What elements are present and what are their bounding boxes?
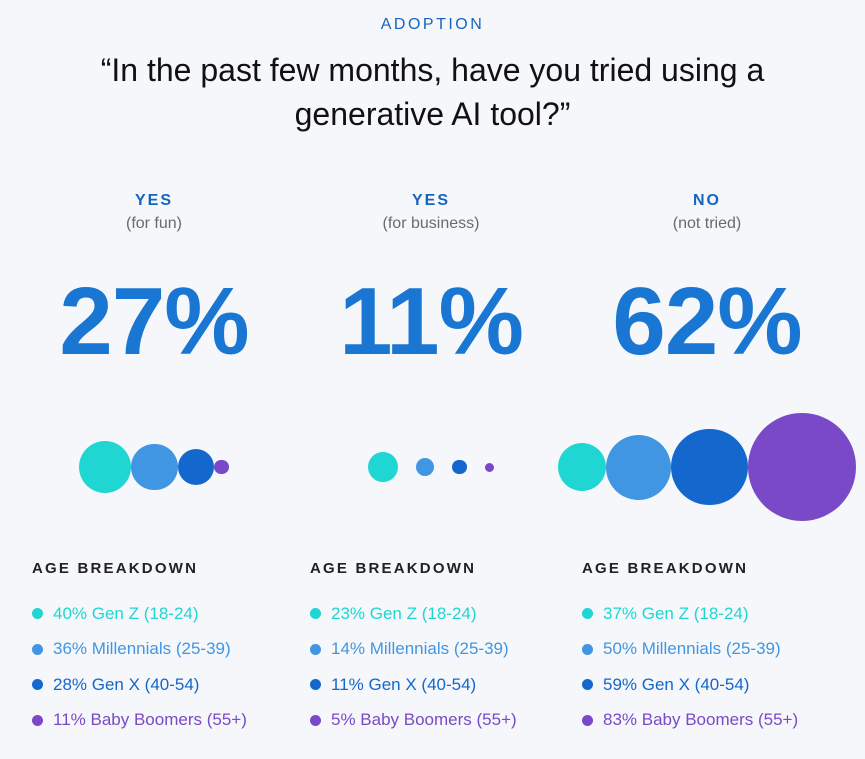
legend-text: 28% Gen X (40-54)	[53, 674, 200, 694]
age-breakdown-list: 37% Gen Z (18-24) 50% Millennials (25-39…	[582, 596, 798, 738]
column-yes-business: YES (for business) 11% AGE BREAKDOWN 23%…	[287, 0, 575, 759]
legend-text: 37% Gen Z (18-24)	[603, 603, 749, 623]
legend-item-millennials: 50% Millennials (25-39)	[582, 632, 798, 668]
bubble-row	[10, 410, 298, 530]
legend-dot-icon	[32, 714, 43, 726]
bubble-row	[287, 410, 575, 530]
legend-item-gen-z: 40% Gen Z (18-24)	[32, 596, 247, 632]
legend-dot-icon	[310, 643, 321, 655]
legend-text: 50% Millennials (25-39)	[603, 639, 781, 659]
age-breakdown-list: 40% Gen Z (18-24) 36% Millennials (25-39…	[32, 596, 247, 738]
legend-text: 5% Baby Boomers (55+)	[331, 710, 517, 730]
legend-dot-icon	[32, 608, 43, 620]
big-percent: 62%	[612, 268, 802, 375]
legend-text: 11% Gen X (40-54)	[331, 674, 477, 694]
column-label: YES	[134, 192, 173, 209]
legend-item-gen-z: 23% Gen Z (18-24)	[310, 596, 517, 632]
legend-dot-icon	[310, 608, 321, 620]
bubble-gen-x	[178, 448, 215, 486]
bubble-gen-z	[368, 452, 399, 482]
legend-dot-icon	[582, 714, 593, 726]
bubble-row	[558, 410, 856, 530]
bubble-gen-z	[79, 441, 132, 493]
legend-dot-icon	[582, 643, 593, 655]
legend-dot-icon	[582, 679, 593, 691]
legend-item-baby-boomers: 5% Baby Boomers (55+)	[310, 703, 517, 739]
age-breakdown-title: AGE BREAKDOWN	[310, 560, 477, 577]
legend-text: 40% Gen Z (18-24)	[53, 603, 199, 623]
bubble-millennials	[416, 457, 435, 477]
legend-item-gen-x: 11% Gen X (40-54)	[310, 667, 517, 703]
legend-item-baby-boomers: 11% Baby Boomers (55+)	[32, 703, 247, 739]
legend-text: 11% Baby Boomers (55+)	[53, 710, 247, 730]
column-yes-fun: YES (for fun) 27% AGE BREAKDOWN 40% Gen …	[10, 0, 298, 759]
legend-dot-icon	[310, 714, 321, 726]
bubble-baby-boomers	[747, 413, 856, 521]
big-percent: 11%	[339, 268, 524, 375]
bubble-gen-z	[558, 442, 607, 492]
column-sublabel: (for business)	[382, 215, 480, 232]
column-sublabel: (not tried)	[672, 215, 742, 232]
legend-item-baby-boomers: 83% Baby Boomers (55+)	[582, 703, 798, 739]
column-sublabel: (for fun)	[125, 215, 182, 232]
bubble-gen-x	[671, 428, 748, 506]
legend-item-millennials: 14% Millennials (25-39)	[310, 632, 517, 668]
bubble-millennials	[606, 434, 672, 500]
legend-text: 59% Gen X (40-54)	[603, 674, 750, 694]
legend-item-millennials: 36% Millennials (25-39)	[32, 632, 247, 668]
legend-dot-icon	[32, 679, 43, 691]
bubble-baby-boomers	[484, 462, 494, 472]
legend-text: 14% Millennials (25-39)	[331, 639, 509, 659]
column-label: YES	[411, 192, 450, 209]
age-breakdown-title: AGE BREAKDOWN	[32, 560, 199, 577]
legend-dot-icon	[310, 679, 321, 691]
bubble-baby-boomers	[214, 459, 229, 475]
column-no-not-tried: NO (not tried) 62% AGE BREAKDOWN 37% Gen…	[558, 0, 856, 759]
legend-dot-icon	[582, 608, 593, 620]
legend-text: 36% Millennials (25-39)	[53, 639, 231, 659]
legend-dot-icon	[32, 643, 43, 655]
legend-text: 83% Baby Boomers (55+)	[603, 710, 799, 730]
age-breakdown-list: 23% Gen Z (18-24) 14% Millennials (25-39…	[310, 596, 517, 738]
legend-text: 23% Gen Z (18-24)	[331, 603, 477, 623]
survey-question: “In the past few months, have you tried …	[0, 48, 865, 136]
big-percent: 27%	[59, 268, 249, 375]
legend-item-gen-x: 28% Gen X (40-54)	[32, 667, 247, 703]
bubble-millennials	[131, 443, 179, 491]
age-breakdown-title: AGE BREAKDOWN	[582, 560, 749, 577]
column-label: NO	[693, 192, 721, 209]
survey-question-line-2: generative AI tool?”	[294, 96, 571, 132]
eyebrow-label: ADOPTION	[380, 16, 485, 33]
survey-question-line-1: “In the past few months, have you tried …	[100, 52, 765, 88]
legend-item-gen-x: 59% Gen X (40-54)	[582, 667, 798, 703]
bubble-gen-x	[452, 459, 467, 475]
legend-item-gen-z: 37% Gen Z (18-24)	[582, 596, 798, 632]
